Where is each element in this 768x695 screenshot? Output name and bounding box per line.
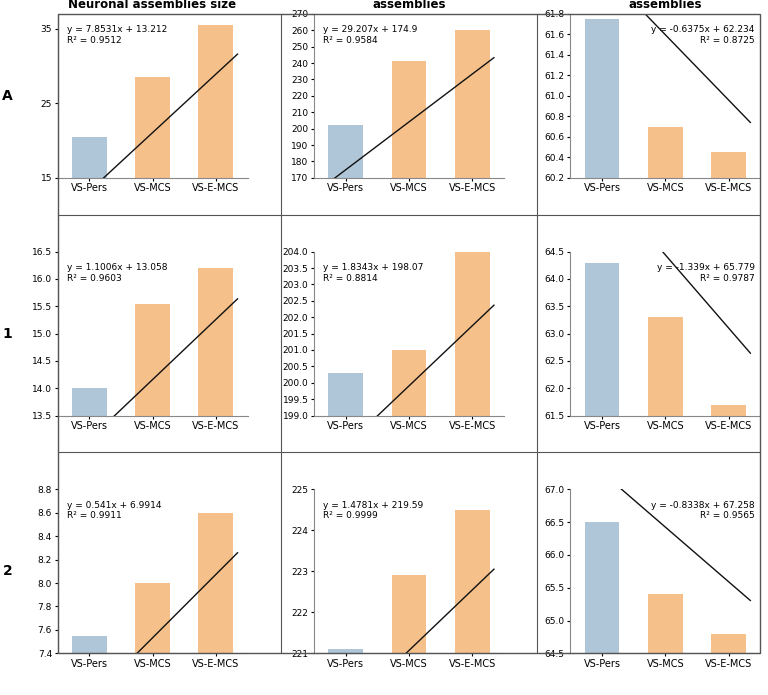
Text: y = -1.339x + 65.779
R² = 0.9787: y = -1.339x + 65.779 R² = 0.9787	[657, 263, 755, 282]
Bar	[711, 634, 746, 695]
Bar	[198, 268, 233, 695]
Bar	[711, 152, 746, 695]
Text: y = 0.541x + 6.9914
R² = 0.9911: y = 0.541x + 6.9914 R² = 0.9911	[67, 501, 161, 521]
Bar	[584, 522, 620, 695]
Bar	[72, 389, 107, 695]
Bar	[392, 575, 426, 695]
Title: Instability of neuronal
assemblies: Instability of neuronal assemblies	[591, 0, 739, 11]
Title: Life-span of neuronal
assemblies: Life-span of neuronal assemblies	[338, 0, 480, 11]
Bar	[711, 404, 746, 695]
Bar	[328, 125, 363, 457]
Text: y = 1.4781x + 219.59
R² = 0.9999: y = 1.4781x + 219.59 R² = 0.9999	[323, 501, 424, 521]
Bar	[392, 350, 426, 695]
Bar	[455, 510, 490, 695]
Text: A: A	[2, 89, 13, 103]
Text: 2: 2	[3, 564, 12, 578]
Text: y = 7.8531x + 13.212
R² = 0.9512: y = 7.8531x + 13.212 R² = 0.9512	[67, 26, 167, 44]
Bar	[648, 594, 683, 695]
Bar	[584, 19, 620, 695]
Bar	[648, 126, 683, 695]
Bar	[135, 583, 170, 695]
Bar	[198, 25, 233, 290]
Bar	[392, 61, 426, 457]
Bar	[328, 649, 363, 695]
Bar	[72, 636, 107, 695]
Title: Neuronal assemblies size: Neuronal assemblies size	[68, 0, 237, 11]
Bar	[455, 252, 490, 695]
Text: y = -0.6375x + 62.234
R² = 0.8725: y = -0.6375x + 62.234 R² = 0.8725	[651, 26, 755, 44]
Text: y = 1.1006x + 13.058
R² = 0.9603: y = 1.1006x + 13.058 R² = 0.9603	[67, 263, 167, 282]
Bar	[198, 513, 233, 695]
Bar	[455, 31, 490, 457]
Text: y = -0.8338x + 67.258
R² = 0.9565: y = -0.8338x + 67.258 R² = 0.9565	[651, 501, 755, 521]
Text: y = 29.207x + 174.9
R² = 0.9584: y = 29.207x + 174.9 R² = 0.9584	[323, 26, 418, 44]
Bar	[328, 373, 363, 695]
Bar	[72, 137, 107, 290]
Bar	[135, 77, 170, 290]
Text: 1: 1	[3, 327, 12, 341]
Bar	[584, 263, 620, 695]
Bar	[135, 304, 170, 695]
Bar	[648, 317, 683, 695]
Text: y = 1.8343x + 198.07
R² = 0.8814: y = 1.8343x + 198.07 R² = 0.8814	[323, 263, 424, 282]
